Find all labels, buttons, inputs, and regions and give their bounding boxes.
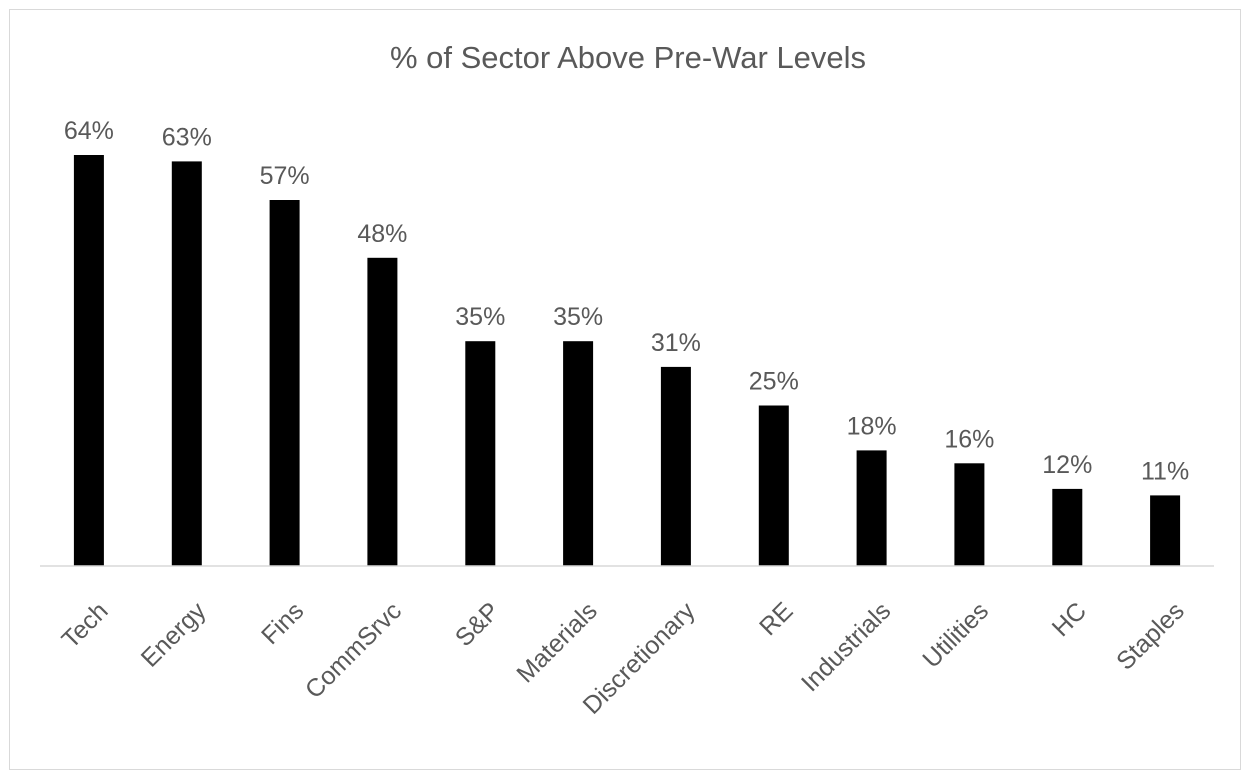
value-label-1: 63% [162,123,212,151]
value-label-0: 64% [64,117,114,145]
bar-5 [563,341,594,566]
category-label-0: Tech [56,597,113,654]
category-label-10: HC [1047,597,1092,642]
bar-10 [1052,488,1083,566]
bar-0 [73,155,104,566]
bar-7 [758,405,789,566]
category-label-9: Utilities [917,597,994,674]
value-label-11: 11% [1141,457,1189,485]
category-label-4: S&P [450,597,505,652]
value-label-8: 18% [847,412,897,440]
category-label-2: Fins [256,597,309,650]
bars-layer [73,155,1181,567]
value-label-7: 25% [749,368,799,396]
value-label-9: 16% [944,425,994,453]
bar-9 [954,463,985,567]
bar-8 [856,450,887,566]
bar-4 [465,341,496,566]
category-label-5: Materials [511,597,603,689]
value-label-4: 35% [455,303,505,331]
chart-title: % of Sector Above Pre-War Levels [390,40,866,75]
chart-frame [9,9,1241,770]
value-label-6: 31% [651,329,701,357]
bar-2 [269,200,300,566]
labels-layer: 64% Tech 63% Energy 57% Fins 48% CommSrvc 35% S&P… [56,117,1189,720]
bar-3 [367,257,398,567]
category-label-1: Energy [136,597,212,673]
category-label-8: Industrials [796,597,896,697]
category-label-3: CommSrvc [300,597,407,704]
value-label-2: 57% [260,162,310,190]
category-label-11: Staples [1111,597,1190,676]
bar-6 [660,366,691,566]
bar-1 [171,161,202,566]
value-label-5: 35% [553,303,603,331]
value-label-3: 48% [357,220,407,248]
category-label-7: RE [754,597,798,641]
value-label-10: 12% [1042,451,1092,479]
bar-11 [1150,495,1181,566]
